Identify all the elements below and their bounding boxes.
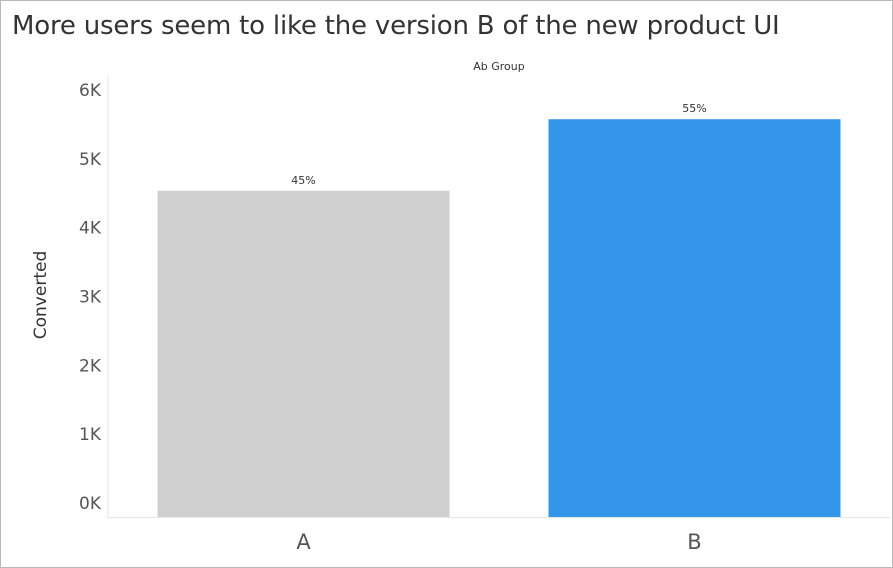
y-tick-label: 1K <box>79 425 102 445</box>
data-label: 55% <box>682 102 706 115</box>
bars-group: 45% 55% <box>157 102 841 517</box>
column-header: Ab Group <box>473 60 525 73</box>
x-tick-label: A <box>296 530 311 554</box>
y-tick-label: 6K <box>79 81 102 101</box>
x-tick-label: B <box>687 530 701 554</box>
y-tick-label: 2K <box>79 356 102 376</box>
y-tick-label: 3K <box>79 288 102 308</box>
y-axis-title: Converted <box>31 251 51 339</box>
bar-b <box>548 119 841 517</box>
y-tick-label: 4K <box>79 219 102 239</box>
y-tick-label: 5K <box>79 150 102 170</box>
y-axis: 0K 1K 2K 3K 4K 5K 6K <box>79 76 109 518</box>
data-label: 45% <box>291 174 315 187</box>
bar-a <box>157 190 450 517</box>
chart-title: More users seem to like the version B of… <box>12 11 780 41</box>
y-tick-label: 0K <box>79 494 102 514</box>
